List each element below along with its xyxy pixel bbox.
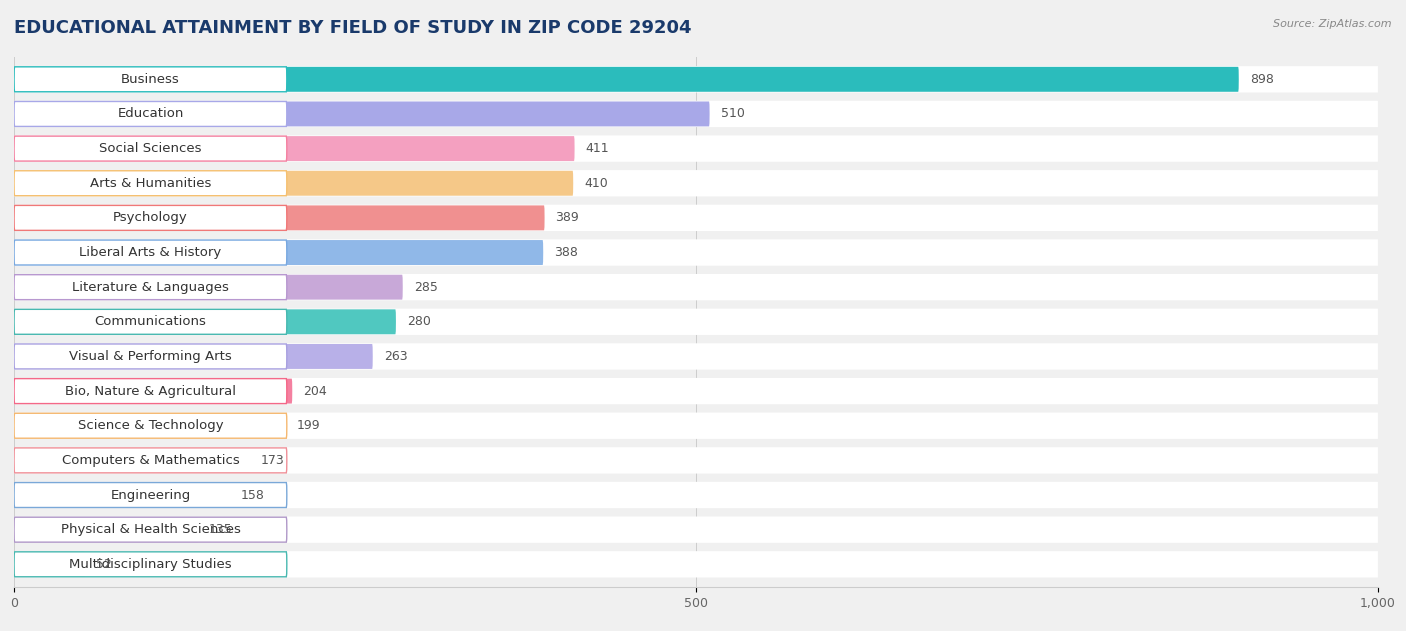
FancyBboxPatch shape: [14, 517, 287, 542]
FancyBboxPatch shape: [14, 309, 287, 334]
FancyBboxPatch shape: [14, 413, 287, 438]
Text: 280: 280: [406, 316, 430, 328]
FancyBboxPatch shape: [14, 552, 84, 577]
FancyBboxPatch shape: [14, 66, 1378, 93]
Text: Source: ZipAtlas.com: Source: ZipAtlas.com: [1274, 19, 1392, 29]
Text: 285: 285: [413, 281, 437, 293]
FancyBboxPatch shape: [14, 379, 287, 404]
Text: Engineering: Engineering: [110, 488, 191, 502]
FancyBboxPatch shape: [14, 378, 1378, 404]
Text: Computers & Mathematics: Computers & Mathematics: [62, 454, 239, 467]
FancyBboxPatch shape: [14, 552, 287, 577]
FancyBboxPatch shape: [14, 379, 292, 404]
Text: 510: 510: [720, 107, 744, 121]
Text: Visual & Performing Arts: Visual & Performing Arts: [69, 350, 232, 363]
FancyBboxPatch shape: [14, 274, 1378, 300]
FancyBboxPatch shape: [14, 101, 1378, 127]
FancyBboxPatch shape: [14, 274, 287, 300]
Text: Business: Business: [121, 73, 180, 86]
FancyBboxPatch shape: [14, 102, 287, 126]
FancyBboxPatch shape: [14, 102, 710, 126]
FancyBboxPatch shape: [14, 483, 287, 507]
FancyBboxPatch shape: [14, 274, 402, 300]
FancyBboxPatch shape: [14, 206, 287, 230]
Text: 898: 898: [1250, 73, 1274, 86]
FancyBboxPatch shape: [14, 344, 287, 369]
FancyBboxPatch shape: [14, 343, 1378, 370]
FancyBboxPatch shape: [14, 309, 396, 334]
Text: 199: 199: [297, 419, 321, 432]
Text: 204: 204: [304, 385, 328, 398]
FancyBboxPatch shape: [14, 206, 544, 230]
FancyBboxPatch shape: [14, 67, 1239, 91]
Text: Arts & Humanities: Arts & Humanities: [90, 177, 211, 190]
Text: Liberal Arts & History: Liberal Arts & History: [79, 246, 222, 259]
FancyBboxPatch shape: [14, 413, 1378, 439]
Text: 388: 388: [554, 246, 578, 259]
FancyBboxPatch shape: [14, 448, 250, 473]
Text: 52: 52: [96, 558, 111, 571]
Text: EDUCATIONAL ATTAINMENT BY FIELD OF STUDY IN ZIP CODE 29204: EDUCATIONAL ATTAINMENT BY FIELD OF STUDY…: [14, 19, 692, 37]
Text: 410: 410: [583, 177, 607, 190]
FancyBboxPatch shape: [14, 170, 1378, 196]
FancyBboxPatch shape: [14, 482, 1378, 508]
Text: Education: Education: [117, 107, 184, 121]
FancyBboxPatch shape: [14, 344, 373, 369]
Text: Science & Technology: Science & Technology: [77, 419, 224, 432]
Text: 173: 173: [262, 454, 284, 467]
FancyBboxPatch shape: [14, 551, 1378, 577]
FancyBboxPatch shape: [14, 67, 287, 91]
FancyBboxPatch shape: [14, 309, 1378, 335]
FancyBboxPatch shape: [14, 447, 1378, 473]
Text: 135: 135: [209, 523, 233, 536]
FancyBboxPatch shape: [14, 240, 287, 265]
FancyBboxPatch shape: [14, 517, 198, 542]
FancyBboxPatch shape: [14, 204, 1378, 231]
Text: 158: 158: [240, 488, 264, 502]
Text: 411: 411: [585, 142, 609, 155]
FancyBboxPatch shape: [14, 448, 287, 473]
Text: Communications: Communications: [94, 316, 207, 328]
Text: Bio, Nature & Agricultural: Bio, Nature & Agricultural: [65, 385, 236, 398]
FancyBboxPatch shape: [14, 136, 1378, 162]
Text: Literature & Languages: Literature & Languages: [72, 281, 229, 293]
FancyBboxPatch shape: [14, 413, 285, 438]
FancyBboxPatch shape: [14, 136, 287, 161]
FancyBboxPatch shape: [14, 517, 1378, 543]
Text: Social Sciences: Social Sciences: [100, 142, 201, 155]
FancyBboxPatch shape: [14, 239, 1378, 266]
Text: 389: 389: [555, 211, 579, 225]
FancyBboxPatch shape: [14, 483, 229, 507]
FancyBboxPatch shape: [14, 171, 287, 196]
Text: Multidisciplinary Studies: Multidisciplinary Studies: [69, 558, 232, 571]
FancyBboxPatch shape: [14, 171, 574, 196]
Text: 263: 263: [384, 350, 408, 363]
Text: Psychology: Psychology: [112, 211, 188, 225]
FancyBboxPatch shape: [14, 136, 575, 161]
Text: Physical & Health Sciences: Physical & Health Sciences: [60, 523, 240, 536]
FancyBboxPatch shape: [14, 240, 543, 265]
